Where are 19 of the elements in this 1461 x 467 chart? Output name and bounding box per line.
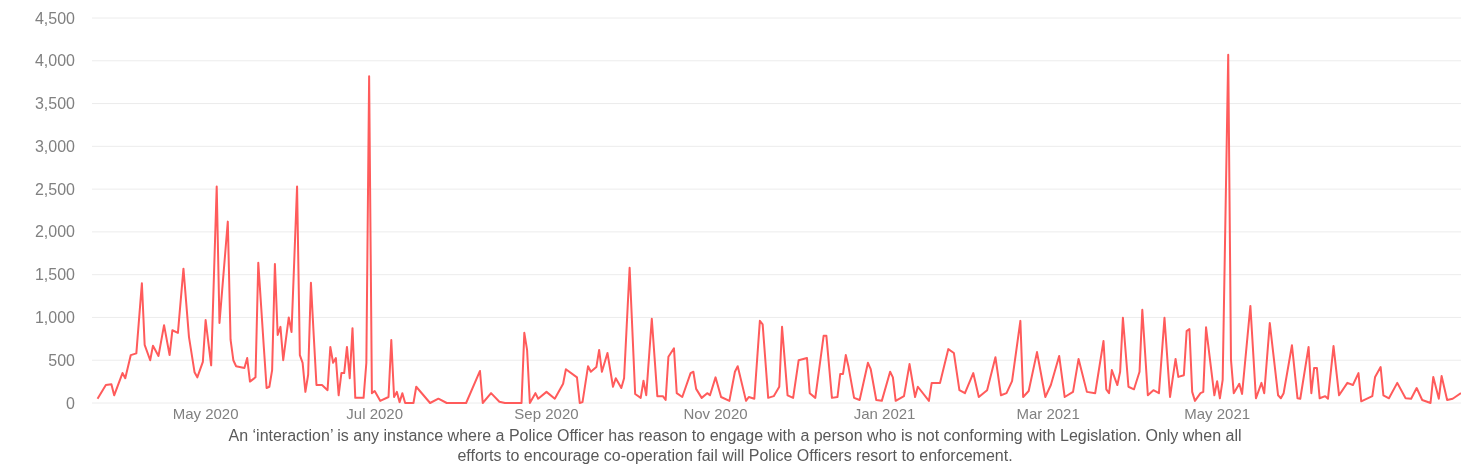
- y-tick-label: 1,500: [34, 266, 76, 284]
- y-tick-label: 1,000: [34, 309, 76, 327]
- x-tick-label: Jul 2020: [346, 405, 404, 422]
- y-tick-label: 500: [48, 351, 76, 369]
- y-tick-label: 0: [66, 394, 76, 412]
- x-tick-label: Mar 2021: [1016, 405, 1080, 422]
- text: An ‘interaction’ is any instance where a Police Officer has reason to engage with a person who is not conforming with Legislation. Only when all efforts to encourage co-operation fail will Police Officers resort to enforcement.: [228, 427, 1242, 464]
- x-tick-label: Jan 2021: [853, 405, 916, 422]
- line-series: [96, 53, 1461, 404]
- x-tick-label: Nov 2020: [683, 405, 748, 422]
- x-tick-label: May 2020: [172, 405, 239, 422]
- y-tick-label: 2,000: [34, 223, 76, 241]
- y-tick-label: 3,500: [34, 95, 76, 113]
- y-tick-label: 2,500: [34, 180, 76, 198]
- y-tick-label: 4,500: [34, 9, 76, 27]
- x-tick-label: May 2021: [1184, 405, 1251, 422]
- y-tick-label: 4,000: [34, 52, 76, 70]
- y-tick-label: 3,000: [34, 137, 76, 155]
- x-tick-label: Sep 2020: [514, 405, 579, 422]
